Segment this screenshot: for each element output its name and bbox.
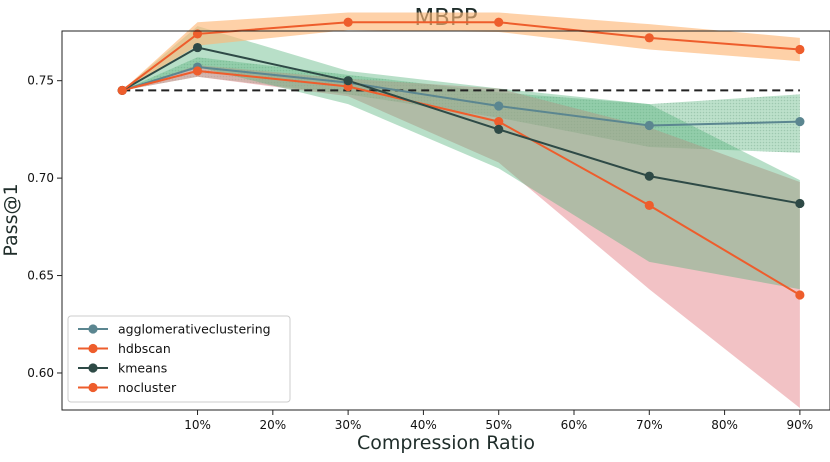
point-agglomerativeclustering [494, 101, 504, 111]
point-hdbscan [192, 66, 203, 76]
band-hdbscan [122, 65, 800, 409]
y-axis-ticks: 0.60 0.65 0.70 0.75 [27, 74, 62, 380]
y-tick-label: 0.75 [27, 74, 54, 88]
legend-items: agglomerativeclustering hdbscan kmeans nocl… [78, 322, 271, 395]
point-agglomerativeclustering [644, 120, 654, 131]
point-hdbscan [795, 290, 805, 300]
plot-frame [61, 30, 830, 411]
line-agglomerativeclustering [121, 66, 800, 127]
band-nocluster [122, 12, 800, 91]
point-nocluster [644, 33, 654, 43]
x-tick-label: 50% [485, 418, 512, 432]
legend-label-agglomerativeclustering: agglomerativeclustering [118, 322, 271, 337]
legend-marker-nocluster [88, 382, 98, 393]
x-tick-label: 20% [259, 418, 286, 432]
legend-label-nocluster: nocluster [118, 380, 177, 395]
y-tick-label: 0.70 [27, 171, 54, 185]
x-tick-label: 10% [184, 418, 211, 432]
y-tick-label: 0.65 [27, 269, 54, 283]
point-kmeans [494, 124, 504, 135]
legend-label-hdbscan: hdbscan [118, 341, 171, 356]
point-kmeans [343, 76, 353, 86]
series-lines [121, 21, 801, 296]
legend-marker-agglomerativeclustering [88, 324, 98, 334]
x-tick-label: 80% [711, 418, 738, 432]
legend-marker-kmeans [88, 363, 98, 373]
x-axis-ticks: 10% 20% 30% 40% 50% 60% 70% 80% 90% [184, 410, 813, 432]
point-kmeans [795, 198, 805, 209]
y-axis-title: Pass@1 [0, 183, 22, 256]
series-points [117, 17, 805, 300]
legend-marker-hdbscan [88, 343, 98, 354]
x-tick-label: 30% [335, 418, 362, 432]
point-nocluster [117, 85, 127, 96]
band-kmeans [122, 26, 800, 290]
x-tick-label: 40% [410, 418, 437, 432]
point-kmeans [644, 171, 654, 181]
point-kmeans [192, 42, 203, 53]
point-agglomerativeclustering [795, 117, 805, 127]
x-tick-label: 70% [636, 418, 663, 432]
x-tick-label: 60% [561, 418, 588, 432]
point-nocluster [795, 44, 805, 55]
legend-label-kmeans: kmeans [118, 361, 167, 376]
point-nocluster [494, 17, 504, 27]
line-nocluster [121, 21, 800, 92]
x-axis-title: Compression Ratio [357, 432, 535, 454]
legend-box [67, 315, 291, 403]
x-tick-label: 90% [787, 418, 814, 432]
point-hdbscan [644, 200, 654, 210]
legend: agglomerativeclustering hdbscan kmeans nocl… [67, 315, 291, 403]
line-kmeans [121, 46, 801, 205]
point-hdbscan [494, 117, 504, 127]
point-nocluster [192, 29, 203, 39]
y-tick-label: 0.60 [27, 366, 54, 380]
point-nocluster [343, 17, 353, 27]
